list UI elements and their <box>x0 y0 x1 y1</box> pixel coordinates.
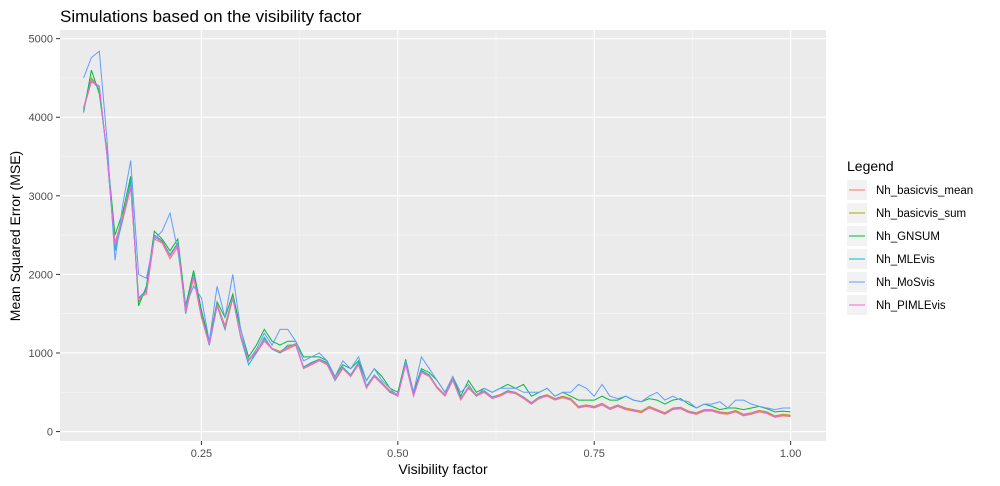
x-axis-ticks: 0.25 0.50 0.75 1.00 <box>191 441 801 460</box>
legend-title: Legend <box>847 158 894 174</box>
legend-label-Nh_GNSUM: Nh_GNSUM <box>876 231 940 243</box>
y-tick-label: 2000 <box>29 269 53 281</box>
legend-label-Nh_MLEvis: Nh_MLEvis <box>876 254 935 266</box>
y-tick-label: 1000 <box>29 348 53 360</box>
y-tick-label: 3000 <box>29 191 53 203</box>
x-tick-label: 1.00 <box>780 448 801 460</box>
grid-lines <box>60 30 826 441</box>
y-axis-title: Mean Squared Error (MSE) <box>7 151 23 321</box>
x-tick-label: 0.25 <box>191 448 212 460</box>
y-tick-label: 0 <box>47 427 53 439</box>
legend-label-Nh_MoSvis: Nh_MoSvis <box>876 277 935 289</box>
series-line-Nh_MoSvis <box>83 50 791 411</box>
legend-label-Nh_PIMLEvis: Nh_PIMLEvis <box>876 300 946 312</box>
x-axis-title: Visibility factor <box>398 461 488 477</box>
series-lines <box>83 50 791 418</box>
plot-panel <box>60 30 826 441</box>
y-tick-label: 5000 <box>29 34 53 46</box>
legend-label-Nh_basicvis_sum: Nh_basicvis_sum <box>876 208 966 220</box>
y-tick-label: 4000 <box>29 112 53 124</box>
series-line-Nh_PIMLEvis <box>83 79 791 418</box>
x-tick-label: 0.50 <box>387 448 408 460</box>
y-axis-ticks: 0 1000 2000 3000 4000 5000 <box>29 34 60 439</box>
chart-title: Simulations based on the visibility fact… <box>60 7 362 26</box>
legend-label-Nh_basicvis_mean: Nh_basicvis_mean <box>876 185 973 197</box>
x-tick-label: 0.75 <box>584 448 605 460</box>
legend: Legend Nh_basicvis_mean Nh_basicvis_sum Nh… <box>847 158 973 315</box>
